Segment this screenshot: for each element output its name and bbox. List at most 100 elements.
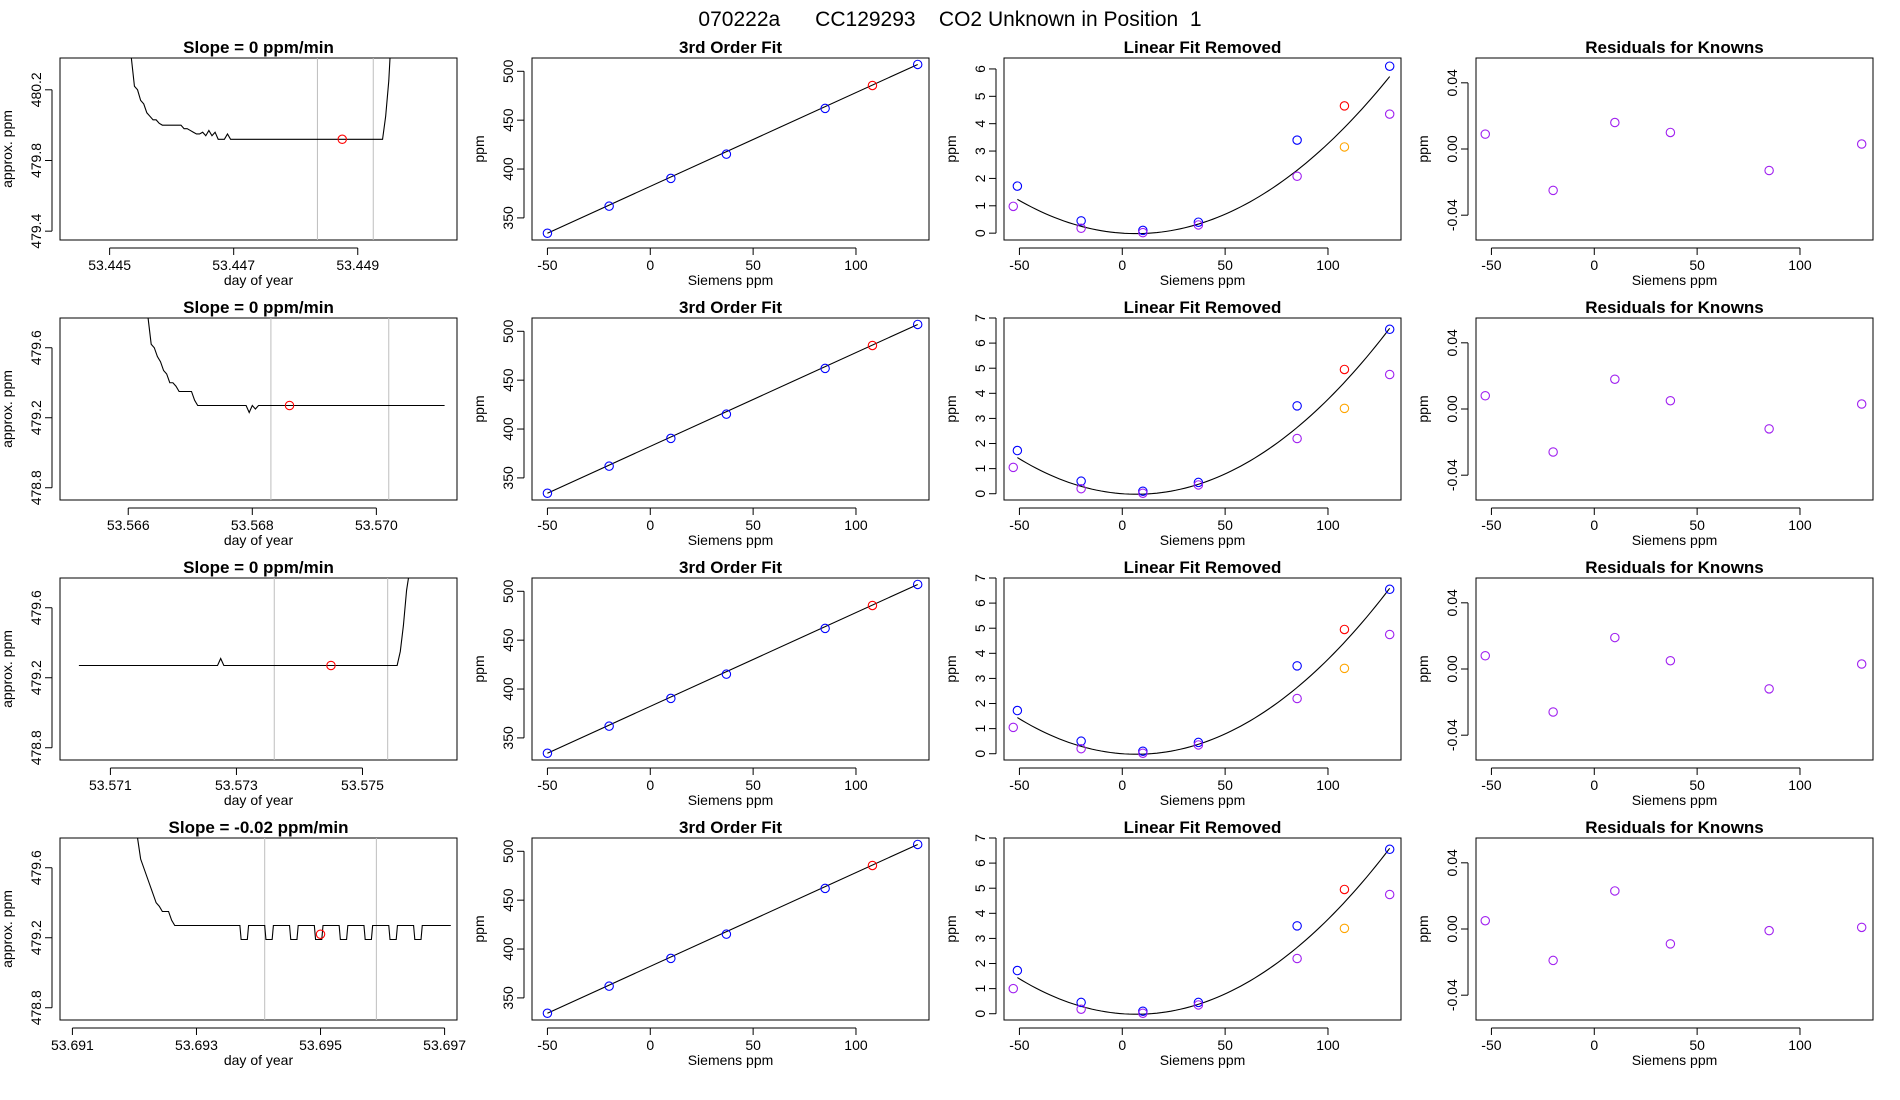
plot-frame — [1003, 577, 1402, 761]
x-tick-label: 0 — [1590, 257, 1598, 273]
y-tick-label: 1 — [972, 725, 988, 733]
panel-title: Residuals for Knowns — [1585, 298, 1764, 317]
data-point-blue — [666, 953, 676, 964]
x-tick-label: 53.575 — [341, 777, 384, 793]
plot-frame — [1475, 577, 1874, 761]
y-axis-label: ppm — [471, 395, 487, 422]
plot-area — [1480, 886, 1867, 966]
data-point-purple — [1856, 659, 1867, 669]
chart-panel-15: Linear Fit Removed -50 0 50 100 Siemens ppm 0 1… — [943, 818, 1402, 1068]
chart-panel-9: Slope = 0 ppm/min 53.571 53.573 53.575 day o… — [0, 558, 458, 808]
data-point-red — [1339, 101, 1350, 111]
data-point-blue — [912, 319, 923, 330]
data-point-purple — [1193, 480, 1204, 490]
y-tick-label: -0.04 — [1444, 459, 1460, 491]
x-axis-label: Siemens ppm — [1160, 272, 1246, 288]
x-tick-label: 53.573 — [215, 777, 258, 793]
x-axis-label: day of year — [224, 532, 294, 548]
y-tick-label: 500 — [500, 59, 516, 83]
data-point-purple — [1548, 447, 1558, 457]
data-point-blue — [666, 693, 676, 704]
data-point-purple — [1384, 109, 1395, 119]
y-tick-label: 5 — [972, 92, 988, 100]
y-tick-label: 3 — [972, 414, 988, 422]
panel-title: Slope = 0 ppm/min — [183, 38, 334, 57]
chart-panel-14: 3rd Order Fit -50 0 50 100 Siemens ppm 350 400 4… — [471, 818, 930, 1068]
chart-panel-3: Linear Fit Removed -50 0 50 100 Siemens ppm 0 1… — [943, 38, 1402, 288]
data-point-blue — [542, 1008, 553, 1019]
data-point-purple — [1665, 655, 1676, 666]
data-point-blue — [820, 103, 830, 114]
data-point-purple — [1138, 1008, 1148, 1018]
y-tick-label: 1 — [972, 202, 988, 210]
y-tick-label: 6 — [972, 339, 988, 347]
data-point-blue — [820, 623, 830, 634]
plot-area — [78, 578, 410, 760]
x-tick-label: -50 — [537, 517, 557, 533]
x-tick-label: 100 — [844, 777, 868, 793]
panel-title: 3rd Order Fit — [679, 818, 782, 837]
x-tick-label: 53.571 — [89, 777, 132, 793]
chart-panel-2: 3rd Order Fit -50 0 50 100 Siemens ppm 350 400 4… — [471, 38, 930, 288]
data-point-red — [867, 600, 878, 611]
data-point-blue — [666, 433, 676, 444]
panel-title: 3rd Order Fit — [679, 298, 782, 317]
chart-panel-8: Residuals for Knowns -50 0 50 100 Siemens ppm… — [1415, 298, 1874, 548]
data-point-blue — [721, 669, 732, 679]
data-point-blue — [912, 839, 923, 850]
x-tick-label: 53.695 — [299, 1037, 342, 1053]
chart-panel-13: Slope = -0.02 ppm/min 53.691 53.693 53.695 5… — [0, 818, 466, 1068]
y-tick-label: 450 — [500, 108, 516, 132]
plot-area — [1008, 324, 1395, 498]
y-axis-label: approx. ppm — [0, 370, 15, 448]
x-axis-label: Siemens ppm — [1632, 532, 1718, 548]
data-point-purple — [1384, 629, 1395, 640]
data-point-blue — [912, 579, 923, 590]
data-point-blue — [721, 929, 732, 939]
plot-area — [542, 59, 923, 239]
data-point-purple — [1665, 395, 1676, 406]
y-axis-label: approx. ppm — [0, 630, 15, 708]
panel-title: Linear Fit Removed — [1124, 38, 1282, 57]
fit-line — [547, 843, 918, 1014]
plot-frame — [531, 317, 930, 501]
data-point-purple — [1384, 369, 1395, 380]
plot-area — [1008, 844, 1395, 1018]
y-tick-label: 1 — [972, 465, 988, 473]
x-tick-label: 0 — [1118, 517, 1126, 533]
data-point-purple — [1548, 707, 1558, 717]
plot-frame — [531, 837, 930, 1021]
x-tick-label: -50 — [1481, 1037, 1501, 1053]
y-tick-label: 2 — [972, 439, 988, 447]
data-point-blue — [542, 488, 553, 499]
y-axis-label: ppm — [943, 395, 959, 422]
data-point-purple — [1548, 185, 1558, 196]
y-tick-label: 0.04 — [1444, 849, 1460, 876]
plot-frame — [1475, 57, 1874, 241]
panel-grid: Slope = 0 ppm/min 53.445 53.447 53.449 day o… — [0, 38, 1874, 1068]
x-tick-label: -50 — [537, 1037, 557, 1053]
plot-frame — [59, 837, 458, 1021]
data-point-red — [315, 929, 326, 939]
data-point-purple — [1076, 1004, 1086, 1014]
data-point-blue — [1292, 661, 1302, 671]
x-tick-label: 50 — [1217, 517, 1233, 533]
y-tick-label: 400 — [500, 937, 516, 961]
x-tick-label: 100 — [1316, 1037, 1340, 1053]
data-point-purple — [1610, 374, 1620, 384]
x-tick-label: 50 — [745, 517, 761, 533]
plot-area — [130, 58, 391, 240]
y-tick-label: 4 — [972, 649, 988, 657]
data-point-purple — [1764, 684, 1774, 694]
data-point-blue — [1384, 324, 1395, 335]
data-point-purple — [1764, 424, 1774, 434]
y-axis-label: approx. ppm — [0, 110, 15, 188]
x-tick-label: 53.449 — [336, 257, 379, 273]
y-tick-label: 7 — [972, 314, 988, 322]
y-axis-label: ppm — [1415, 655, 1431, 682]
chart-panel-5: Slope = 0 ppm/min 53.566 53.568 53.570 day o… — [0, 298, 458, 548]
data-point-orange — [1339, 663, 1350, 674]
y-tick-label: 0 — [972, 750, 988, 758]
data-point-blue — [666, 173, 676, 184]
plot-area — [542, 579, 923, 759]
